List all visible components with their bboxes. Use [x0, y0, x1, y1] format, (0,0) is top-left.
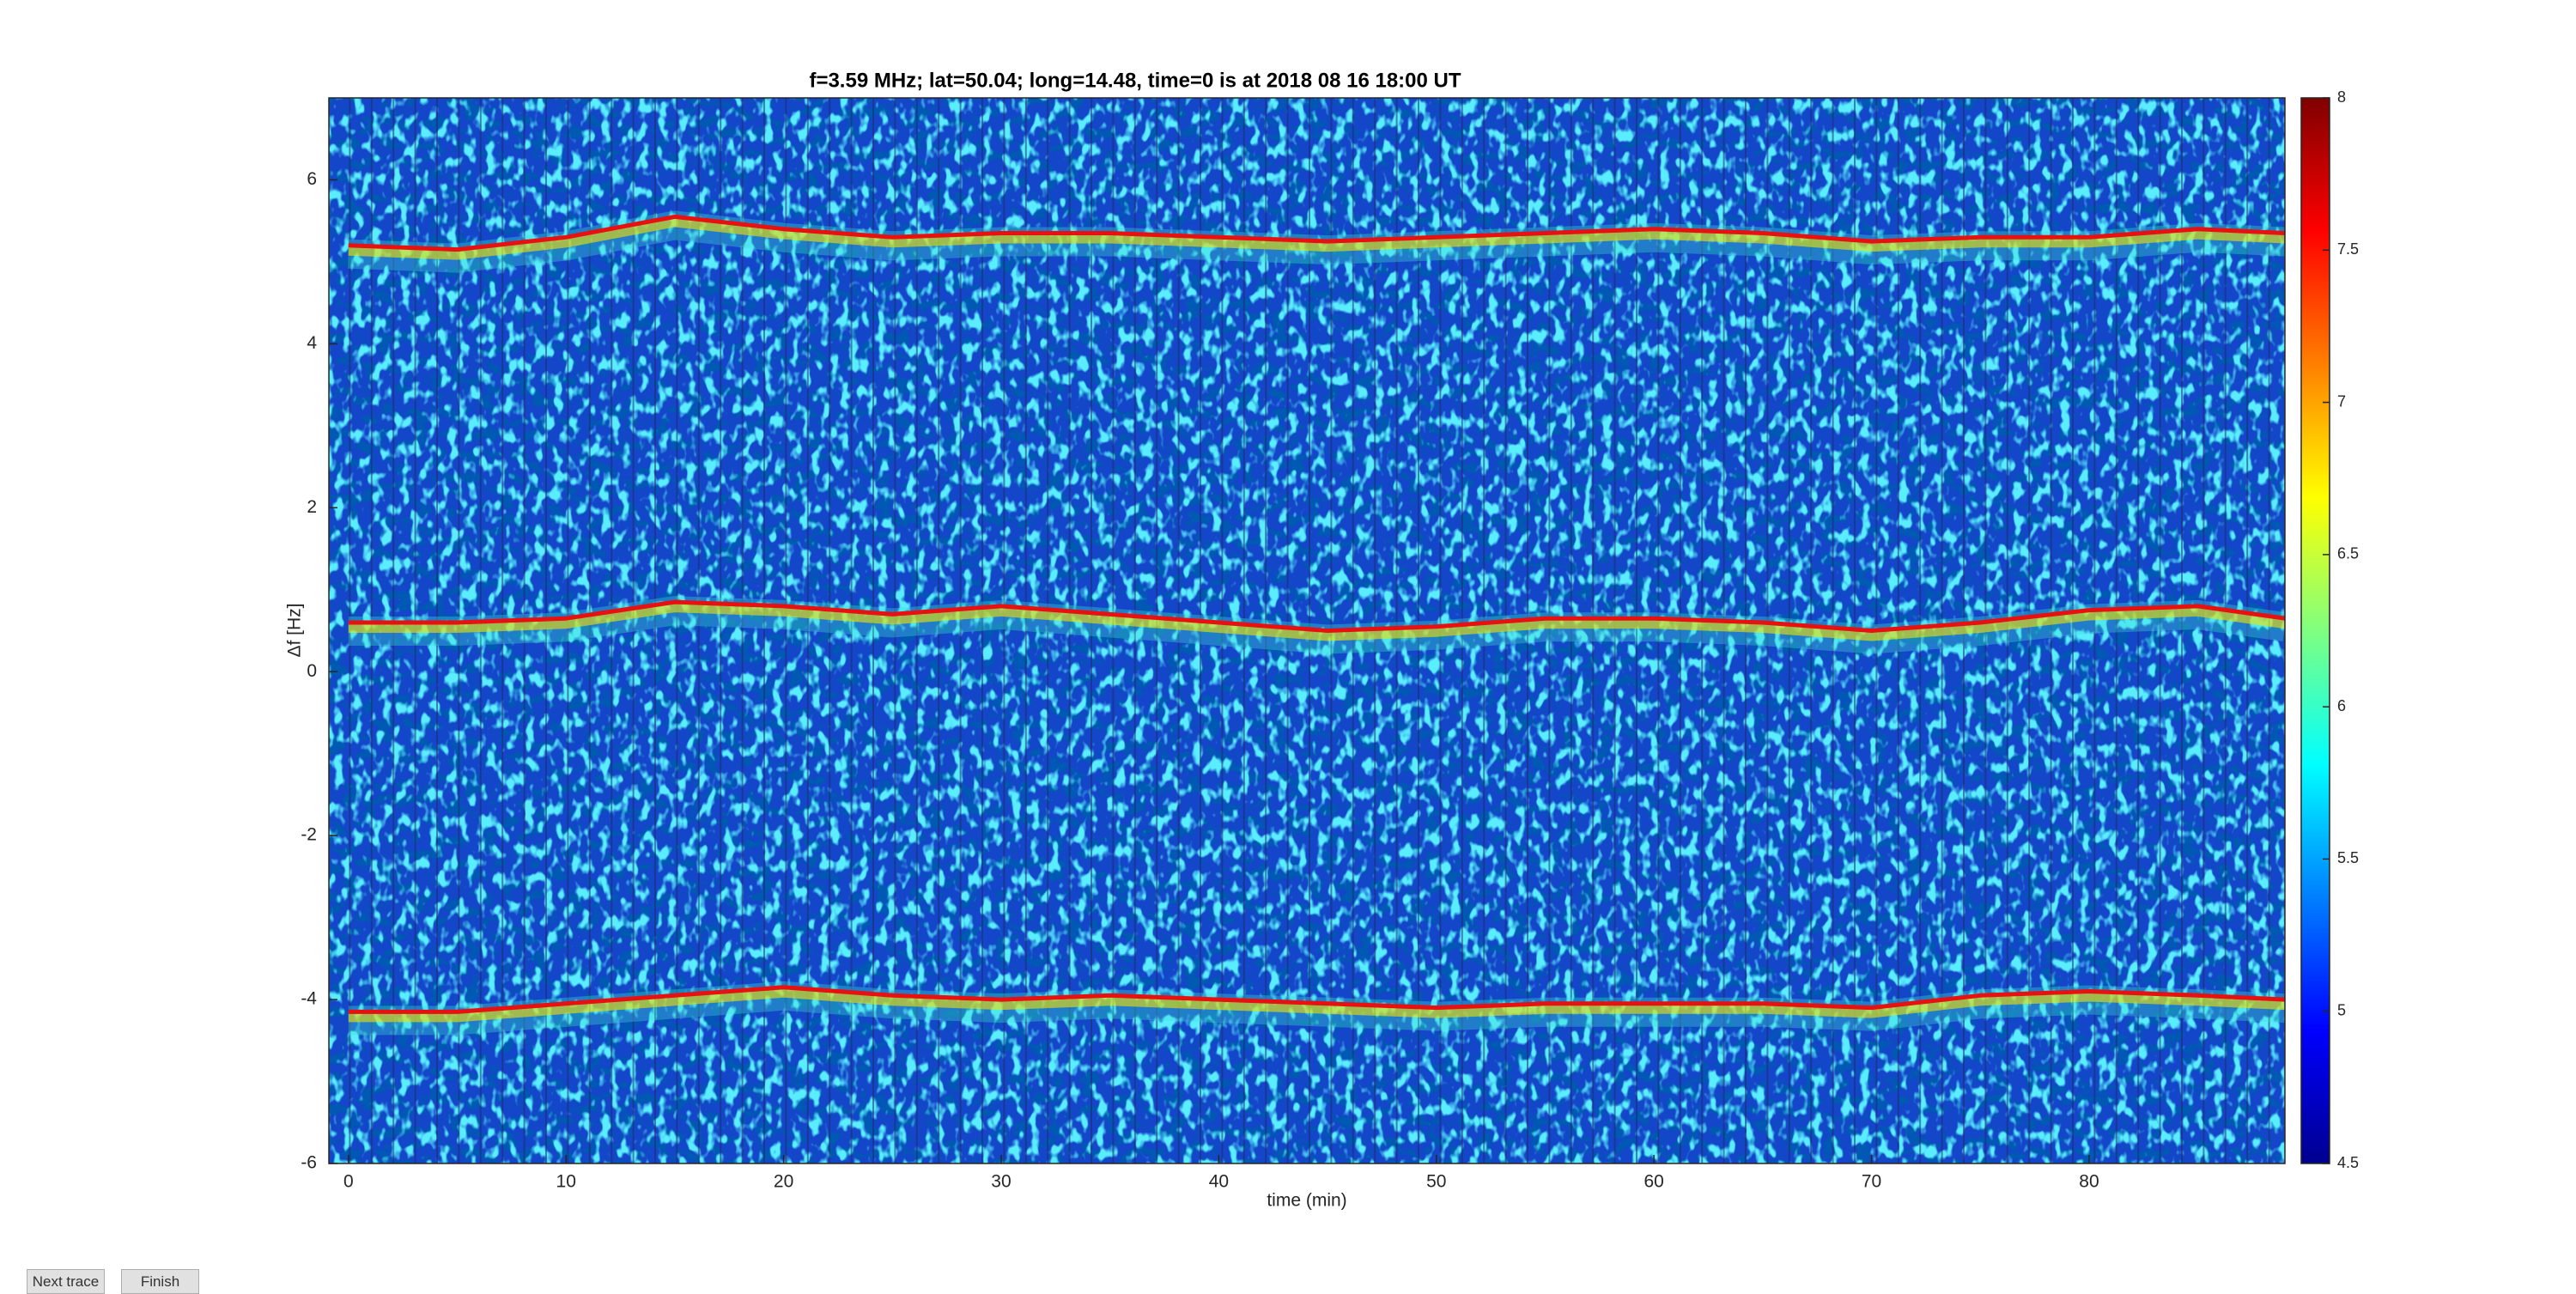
chart-title: f=3.59 MHz; lat=50.04; long=14.48, time=…	[809, 69, 1461, 92]
figure: f=3.59 MHz; lat=50.04; long=14.48, time=…	[285, 69, 2359, 1211]
colorbar-tick-label: 7.5	[2337, 240, 2359, 258]
x-tick-label: 70	[1862, 1172, 1881, 1192]
x-tick-label: 10	[556, 1172, 576, 1192]
trace-line	[348, 985, 2285, 1014]
trace-halo	[348, 602, 2285, 641]
next-trace-button[interactable]: Next trace	[27, 1269, 105, 1294]
colorbar-tick-label: 6	[2337, 697, 2346, 714]
x-axis-label: time (min)	[1267, 1191, 1346, 1211]
y-tick-label: -6	[301, 1153, 317, 1173]
plot-frame	[328, 97, 2286, 1164]
trace-halo	[348, 216, 2285, 260]
finish-button[interactable]: Finish	[121, 1269, 199, 1294]
x-tick-label: 30	[991, 1172, 1011, 1192]
x-tick-label: 80	[2079, 1172, 2099, 1192]
x-tick-label: 20	[774, 1172, 793, 1192]
colorbar-tick-label: 7	[2337, 392, 2346, 410]
x-tick-label: 40	[1209, 1172, 1229, 1192]
y-axis-label: Δf [Hz]	[285, 603, 305, 657]
trace-line	[348, 599, 2285, 633]
x-tick-label: 50	[1426, 1172, 1446, 1192]
y-tick-label: 2	[307, 497, 317, 517]
y-tick-label: -4	[301, 989, 317, 1009]
colorbar-tick-label: 6.5	[2337, 545, 2359, 562]
y-tick-label: -2	[301, 825, 317, 845]
colorbar-tick-label: 5.5	[2337, 849, 2359, 866]
x-tick-label: 60	[1643, 1172, 1663, 1192]
colorbar-tick-label: 8	[2337, 88, 2346, 106]
traces	[348, 210, 2285, 1036]
trace-line	[348, 214, 2285, 252]
colorbar-tick-label: 5	[2337, 1001, 2346, 1018]
spectrogram	[329, 98, 2285, 1163]
colorbar	[2300, 97, 2330, 1164]
trace-halo	[348, 987, 2285, 1023]
y-tick-label: 0	[307, 661, 317, 681]
x-tick-label: 0	[343, 1172, 354, 1192]
y-tick-label: 4	[307, 333, 317, 353]
colorbar-tick-label: 4.5	[2337, 1154, 2359, 1171]
y-tick-label: 6	[307, 169, 317, 189]
